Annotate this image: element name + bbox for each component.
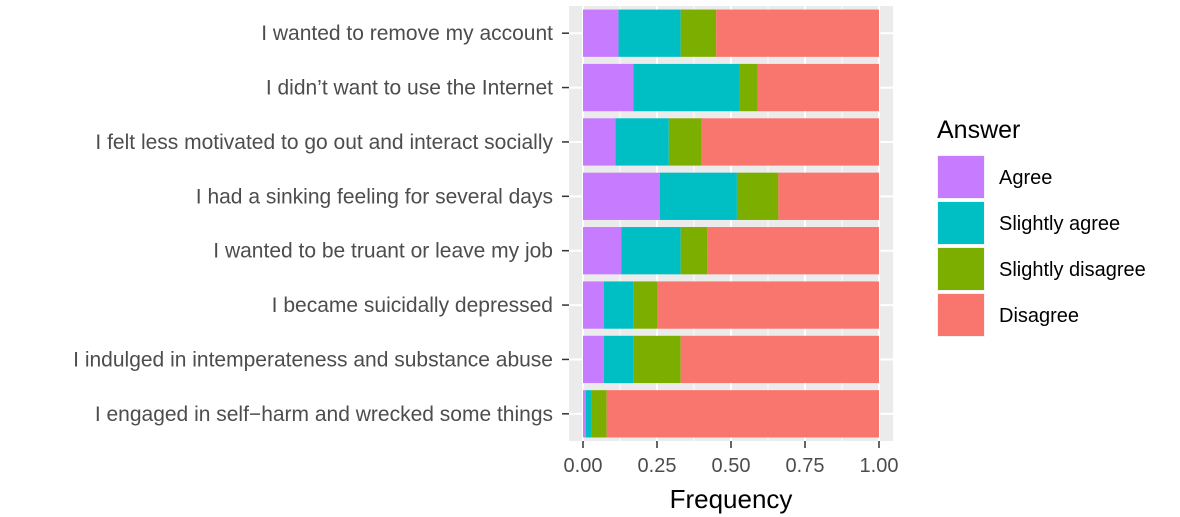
- x-axis: 0.00 0.25 0.50 0.75 1.00: [564, 441, 899, 477]
- category-label: I wanted to be truant or leave my job: [213, 240, 553, 263]
- category-label: I engaged in self−harm and wrecked some …: [95, 403, 553, 426]
- bar-segment: [621, 227, 681, 275]
- bar-segment: [615, 118, 669, 166]
- bar-segment: [603, 281, 634, 329]
- category-label: I wanted to remove my account: [261, 22, 553, 45]
- bar-segment: [680, 335, 879, 384]
- x-tick-label: 0.75: [786, 455, 825, 477]
- bar-segment: [778, 172, 879, 220]
- x-tick-label: 0.00: [564, 455, 603, 477]
- legend-key: [938, 248, 984, 290]
- bar-segment: [680, 227, 708, 275]
- category-label: I indulged in intemperateness and substa…: [73, 348, 553, 371]
- bar-segment: [668, 118, 702, 166]
- category-label: I had a sinking feeling for several days: [196, 185, 553, 208]
- legend: Answer Agree Slightly agree Slightly disag…: [937, 116, 1146, 337]
- bar-segment: [633, 335, 681, 384]
- bar-segment: [707, 227, 879, 275]
- bars: [583, 9, 879, 438]
- x-axis-title: Frequency: [670, 484, 793, 514]
- legend-key: [938, 294, 984, 336]
- legend-label: Slightly disagree: [999, 259, 1146, 281]
- x-tick-label: 0.50: [712, 455, 751, 477]
- bar-segment: [583, 227, 622, 275]
- x-tick-label: 1.00: [860, 455, 899, 477]
- bar-segment: [583, 281, 604, 329]
- bar-segment: [603, 335, 634, 384]
- bar-segment: [659, 172, 737, 220]
- bar-segment: [583, 9, 619, 57]
- bar-segment: [736, 172, 779, 220]
- bar-segment: [585, 390, 592, 438]
- legend-label: Agree: [999, 167, 1052, 189]
- legend-key: [938, 156, 984, 198]
- bar-segment: [583, 335, 604, 384]
- bar-segment: [606, 390, 879, 438]
- bar-segment: [633, 281, 657, 329]
- bar-segment: [680, 9, 717, 57]
- bar-segment: [618, 9, 681, 57]
- category-label: I became suicidally depressed: [272, 294, 553, 317]
- bar-segment: [739, 63, 758, 112]
- bar-segment: [716, 9, 879, 57]
- bar-segment: [583, 172, 660, 220]
- legend-key: [938, 202, 984, 244]
- bar-segment: [591, 390, 607, 438]
- bar-segment: [583, 63, 634, 112]
- legend-label: Disagree: [999, 305, 1079, 327]
- bar-segment: [757, 63, 879, 112]
- category-axis: I wanted to remove my account I didn’t wa…: [73, 22, 569, 426]
- x-tick-label: 0.25: [638, 455, 677, 477]
- legend-label: Slightly agree: [999, 213, 1120, 235]
- bar-segment: [657, 281, 879, 329]
- bar-segment: [583, 118, 616, 166]
- bar-segment: [633, 63, 740, 112]
- bar-segment: [701, 118, 879, 166]
- category-label: I felt less motivated to go out and inte…: [95, 131, 553, 154]
- bar-segment: [583, 390, 586, 438]
- legend-title: Answer: [937, 116, 1020, 144]
- category-label: I didn’t want to use the Internet: [266, 77, 553, 100]
